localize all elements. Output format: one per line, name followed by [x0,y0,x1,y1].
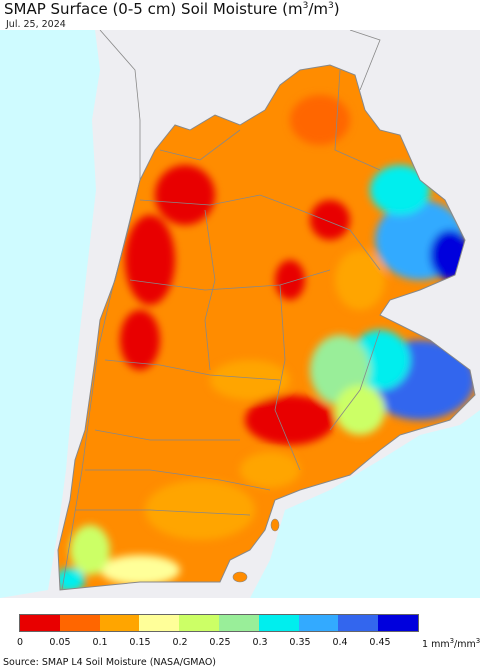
legend-tick: 0 [16,637,24,648]
map-title: SMAP Surface (0-5 cm) Soil Moisture (m3/… [4,0,340,18]
land-outline [57,64,476,591]
legend-tick: 0.05 [49,637,71,648]
legend-tick: 0.2 [172,637,188,648]
legend-swatch-10 [378,615,418,631]
legend-swatch-3 [99,615,140,631]
color-legend [19,614,419,632]
legend-swatch-1 [20,615,60,631]
western-border [61,30,141,591]
legend-swatch-7 [258,615,299,631]
legend-tick: 0.15 [129,637,151,648]
legend-tick: 0.45 [369,637,391,648]
atlantic-ocean [250,410,480,598]
legend-ticks: 0 0.05 0.1 0.15 0.2 0.25 0.3 0.35 0.4 0.… [0,637,480,651]
legend-swatch-9 [338,615,379,631]
legend-tick: 0.1 [92,637,108,648]
legend-tick: 0.4 [332,637,348,648]
legend-swatch-5 [179,615,219,631]
southern-coast-islands [232,518,280,583]
legend-tick: 0.25 [209,637,231,648]
legend-tick: 0.3 [252,637,268,648]
legend-tick: 0.35 [289,637,311,648]
northeast-border [349,30,381,91]
pacific-ocean [0,30,100,598]
map-date: Jul. 25, 2024 [6,19,66,30]
legend-swatch-2 [59,615,100,631]
legend-swatch-8 [298,615,339,631]
legend-unit: 1 mm3/mm3 [422,637,480,651]
legend-swatch-6 [218,615,259,631]
source-credit: Source: SMAP L4 Soil Moisture (NASA/GMAO… [3,657,217,668]
province-borders [75,69,381,516]
soil-moisture-map [0,30,480,598]
legend-swatch-4 [139,615,180,631]
